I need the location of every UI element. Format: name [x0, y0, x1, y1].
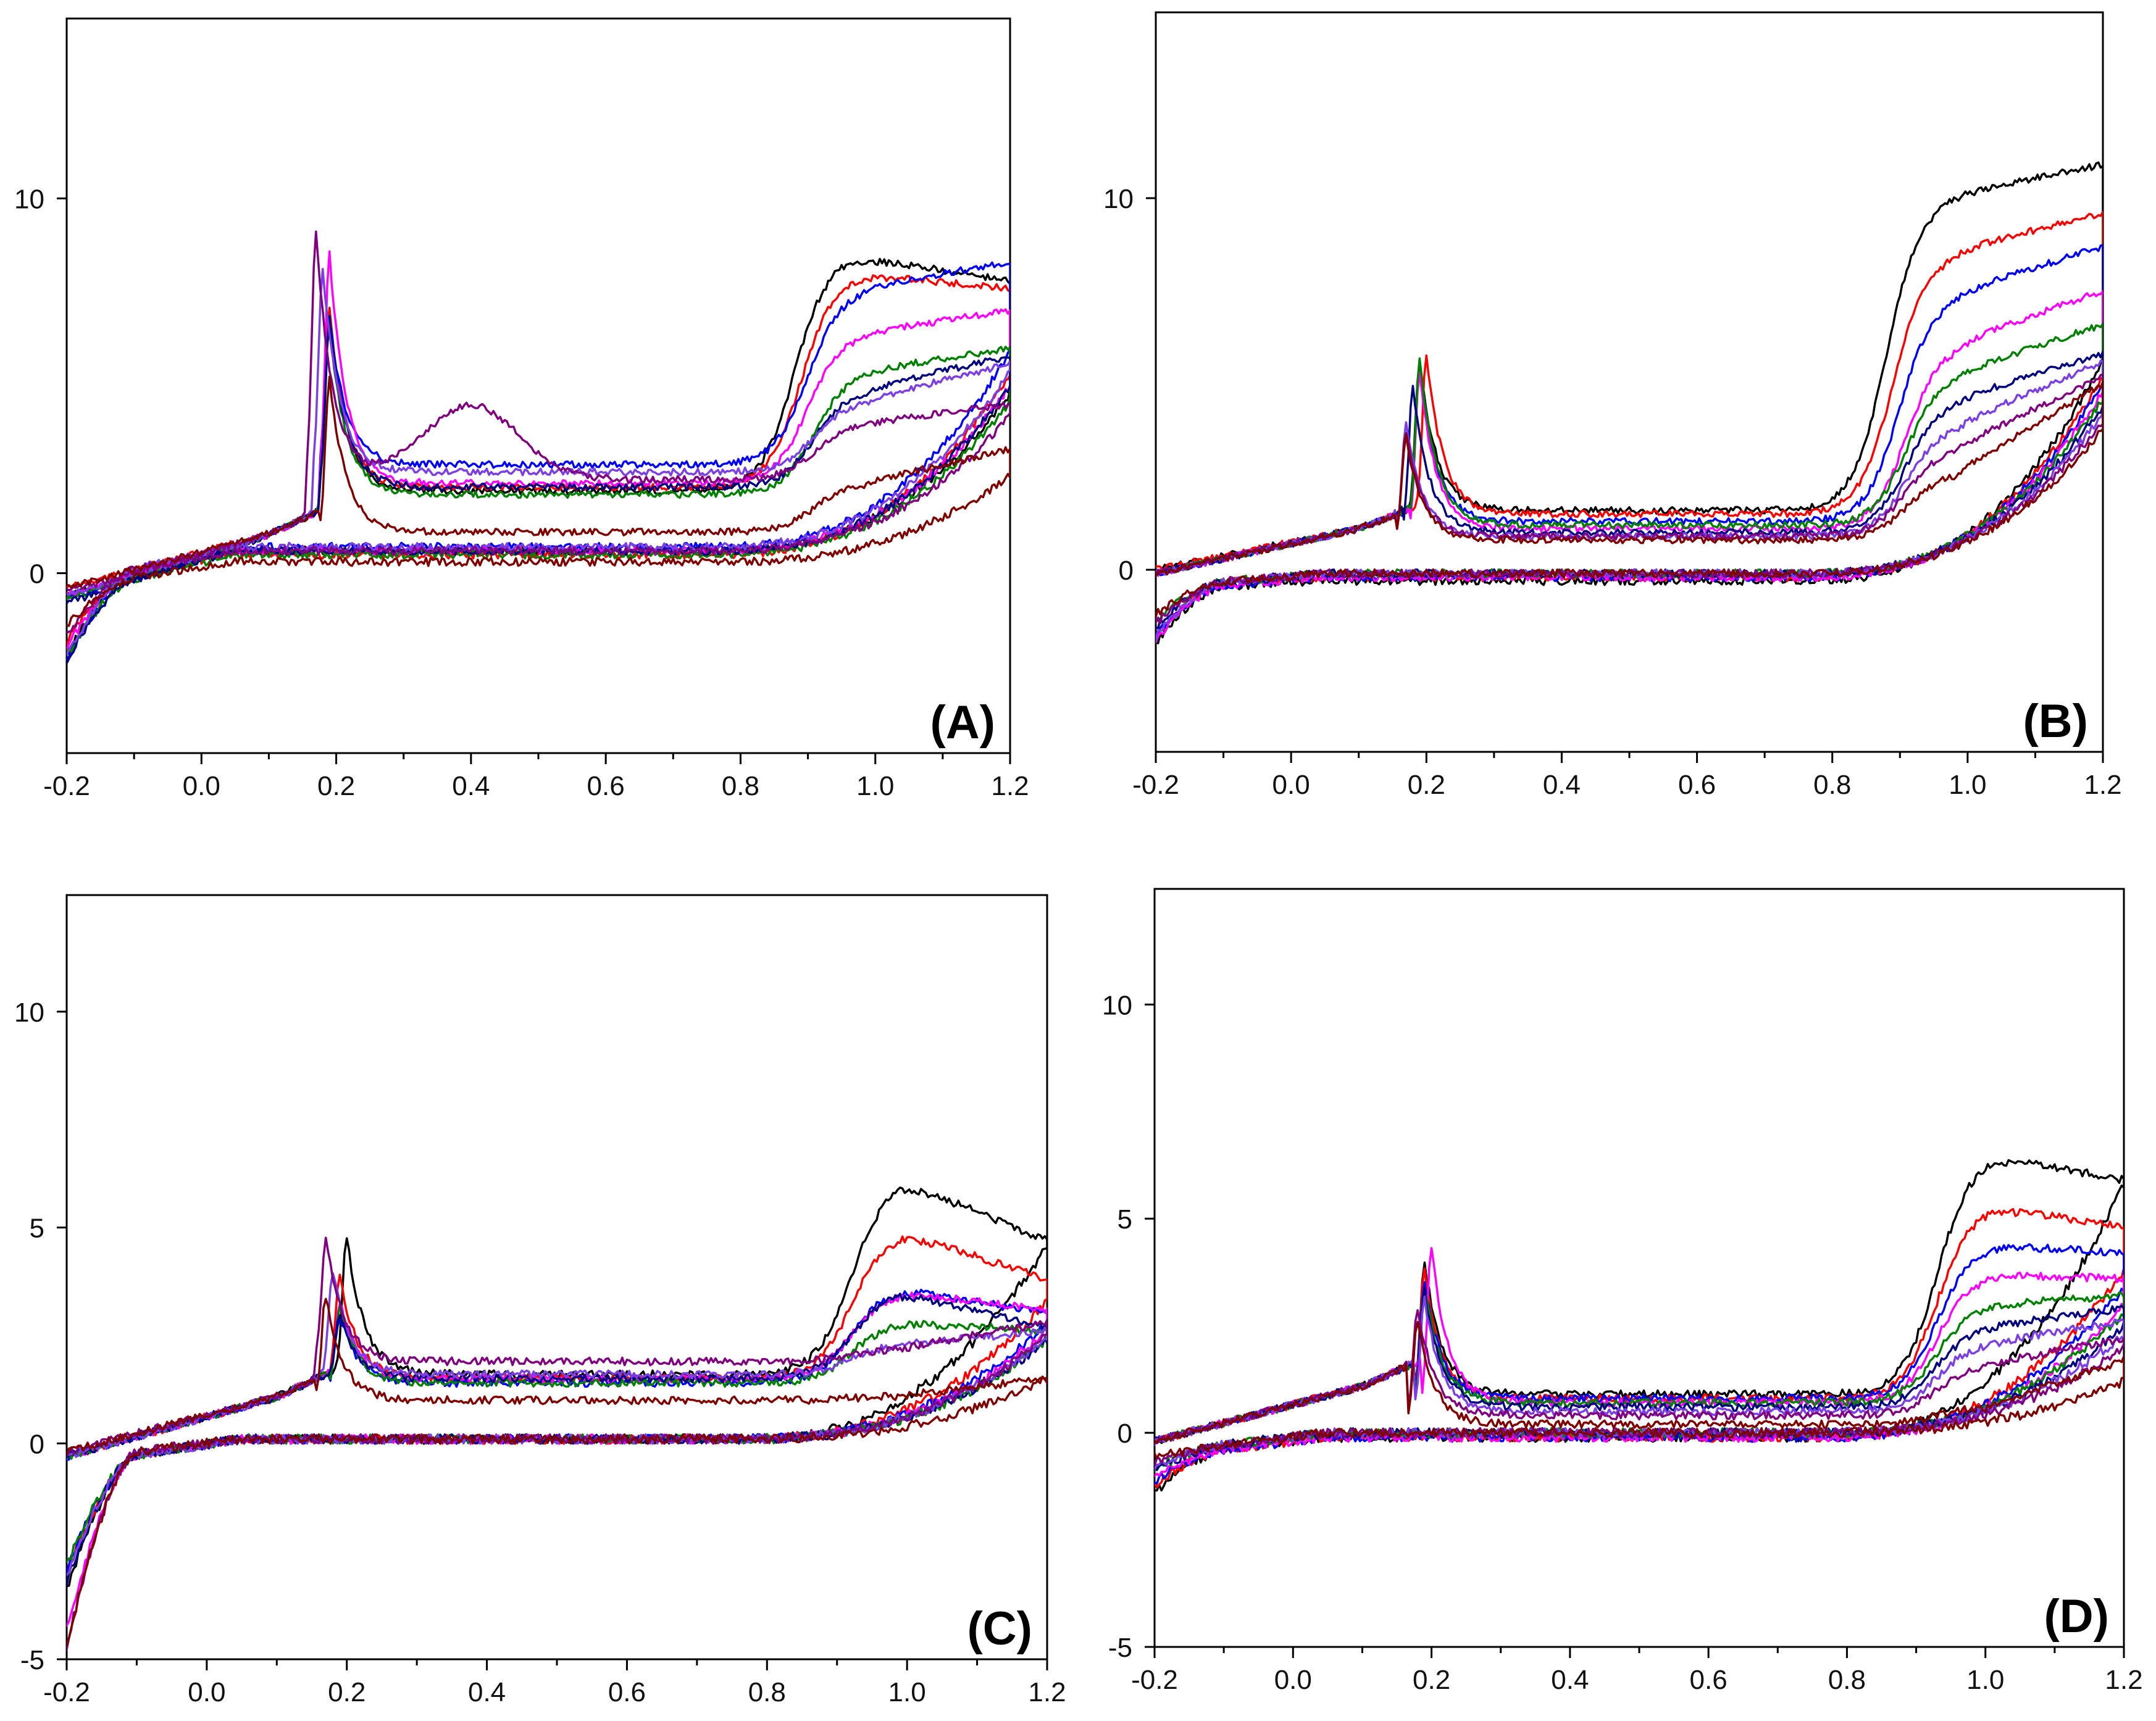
panel-label: (A) [930, 696, 995, 749]
y-tick-label: 0 [1119, 556, 1134, 586]
x-tick-label: 0.0 [1272, 770, 1310, 800]
panel-label: (D) [2044, 1590, 2109, 1643]
y-tick-label: 10 [14, 184, 44, 214]
x-tick-label: 0.8 [1828, 1665, 1866, 1695]
y-tick-label: -5 [20, 1645, 44, 1675]
x-tick-label: 0.2 [317, 771, 355, 801]
curve-maroon [67, 1298, 1047, 1647]
y-tick-label: 10 [14, 998, 44, 1028]
curve-blue-violet [1155, 1295, 2124, 1471]
x-tick-label: 0.2 [1408, 770, 1445, 800]
y-tick-label: 10 [1102, 990, 1132, 1020]
x-tick-label: 0.6 [587, 771, 625, 801]
curve-magenta [67, 250, 1010, 652]
x-tick-label: 1.0 [1966, 1665, 2004, 1695]
y-tick-label: 0 [30, 1429, 44, 1459]
x-tick-label: 0.4 [1551, 1665, 1589, 1695]
curves-group [67, 230, 1010, 665]
x-tick-label: 0.4 [1543, 770, 1581, 800]
curve-navy [67, 315, 1010, 665]
x-tick-label: 0.6 [1678, 770, 1716, 800]
x-tick-label: 0.6 [608, 1677, 646, 1707]
x-tick-label: 1.0 [888, 1677, 926, 1707]
y-tick-label: 5 [1118, 1204, 1132, 1235]
y-tick-label: 5 [30, 1214, 44, 1244]
x-tick-label: 1.2 [2084, 770, 2121, 800]
x-tick-label: 1.2 [991, 771, 1029, 801]
x-tick-label: 0.8 [722, 771, 759, 801]
curves-group [67, 1186, 1047, 1651]
x-tick-label: 0.4 [452, 771, 490, 801]
y-tick-label: -5 [1108, 1633, 1132, 1663]
x-tick-label: 0.6 [1690, 1665, 1728, 1695]
x-tick-label: 0.0 [183, 771, 220, 801]
curve-maroon [1155, 1320, 2124, 1460]
x-tick-label: 1.2 [2105, 1665, 2142, 1695]
x-tick-label: 0.8 [748, 1677, 786, 1707]
y-tick-label: 0 [1118, 1419, 1132, 1449]
x-tick-label: 0.4 [468, 1677, 506, 1707]
curve-blue-violet [67, 267, 1010, 656]
curve-green [67, 323, 1010, 653]
x-tick-label: -0.2 [1131, 1665, 1178, 1695]
x-tick-label: 0.2 [1413, 1665, 1450, 1695]
panel-label: (B) [2023, 695, 2088, 748]
x-tick-label: 0.0 [1274, 1665, 1312, 1695]
x-tick-label: -0.2 [43, 771, 90, 801]
panel-c: -0.2 0.0 0.2 0.4 0.6 0.8 1.0 1.2 -5 0 5 10 (C) [14, 894, 1066, 1707]
x-tick-label: 0.8 [1813, 770, 1851, 800]
panel-b: -0.2 0.0 0.2 0.4 0.6 0.8 1.0 1.2 0 10 (B) [1103, 11, 2122, 800]
x-tick-label: -0.2 [1132, 770, 1179, 800]
curve-purple [67, 230, 1010, 635]
panel-label: (C) [967, 1602, 1032, 1655]
y-tick-label: 10 [1103, 184, 1134, 214]
x-tick-label: -0.2 [43, 1677, 90, 1707]
curve-navy [67, 1293, 1047, 1587]
x-tick-label: 1.0 [856, 771, 894, 801]
panel-a: -0.2 0.0 0.2 0.4 0.6 0.8 1.0 1.2 0 10 (A) [14, 17, 1029, 801]
x-tick-label: 1.2 [1028, 1677, 1066, 1707]
x-tick-label: 0.0 [188, 1677, 225, 1707]
y-tick-label: 0 [30, 559, 44, 590]
curves-group [1155, 1159, 2124, 1492]
x-tick-label: 1.0 [1949, 770, 1986, 800]
curve-maroon [1156, 380, 2103, 619]
curves-group [1156, 161, 2103, 644]
x-tick-label: 0.2 [328, 1677, 366, 1707]
curve-maroon [67, 375, 1010, 627]
panel-d: -0.2 0.0 0.2 0.4 0.6 0.8 1.0 1.2 -5 0 5 10 (D) [1102, 888, 2143, 1695]
